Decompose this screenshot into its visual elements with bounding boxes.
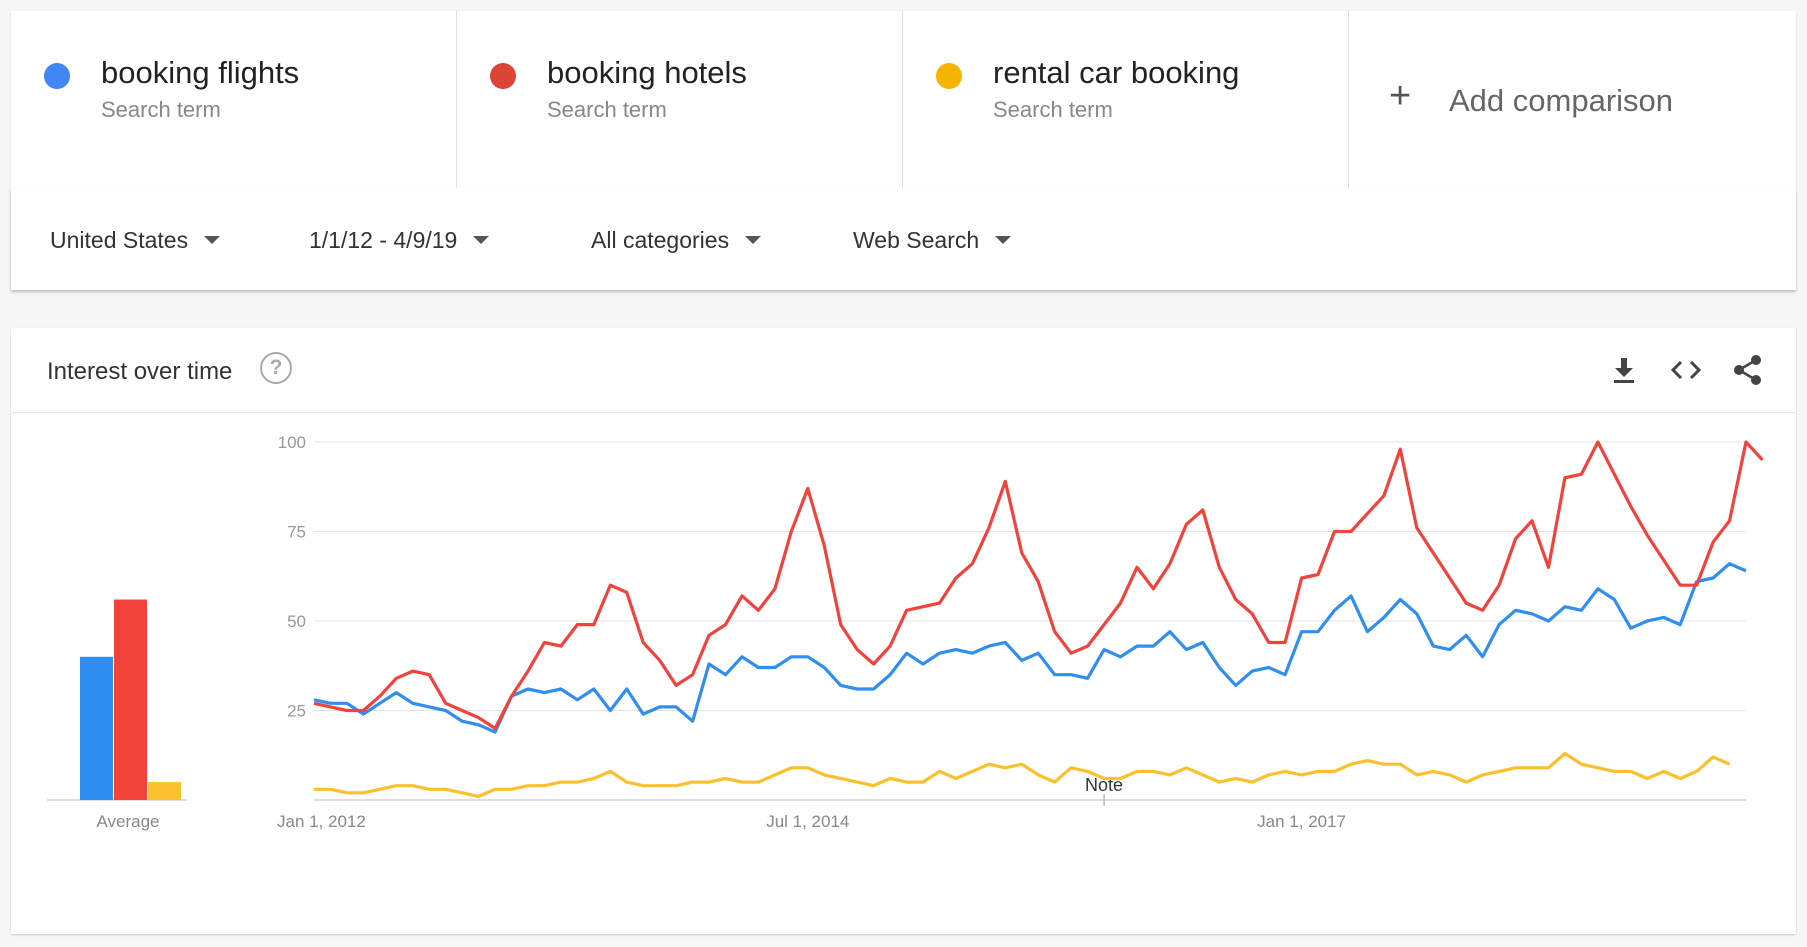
region-value: United States: [50, 226, 189, 253]
series-color-dot: [44, 63, 70, 89]
search-type-value: Web Search: [853, 226, 980, 253]
term-name: booking flights: [101, 55, 300, 90]
download-icon[interactable]: [1604, 350, 1644, 390]
y-tick-label: 50: [287, 612, 306, 631]
x-tick-label: Jan 1, 2017: [1257, 812, 1346, 831]
average-label: Average: [96, 812, 159, 831]
chart-axis-labels: 25 50 75 100 Jan 1, 2012 Jul 1, 2014 Jan 1, 20…: [277, 433, 1346, 831]
filters-bar: United States 1/1/12 - 4/9/19 All catego…: [11, 188, 1796, 290]
y-tick-label: 25: [287, 702, 306, 721]
category-value: All categories: [591, 226, 730, 253]
add-comparison-label: Add comparison: [1449, 83, 1674, 118]
term-type: Search term: [993, 97, 1113, 122]
search-terms-bar: booking flights Search term booking hote…: [11, 11, 1796, 188]
term-type: Search term: [101, 97, 221, 122]
plus-icon: +: [1389, 75, 1412, 117]
series-line-booking-flights: [313, 562, 1747, 734]
caret-down-icon: [473, 236, 490, 244]
average-bar-booking-flights: [80, 656, 113, 800]
average-bar-booking-hotels: [114, 599, 147, 800]
interest-over-time-chart: Average 25 50 75 100 Jan 1, 2012 Jul 1, 2014 J…: [47, 433, 1764, 831]
x-tick-label: Jan 1, 2012: [277, 812, 366, 831]
caret-down-icon: [995, 236, 1012, 244]
embed-code-icon[interactable]: [1666, 350, 1706, 390]
card-title: Interest over time: [47, 358, 233, 385]
question-circle-icon[interactable]: ?: [260, 352, 292, 384]
y-tick-label: 75: [287, 523, 306, 542]
interest-over-time-card: Interest over time ? Average 25 50 75 100 Ja…: [11, 328, 1796, 934]
caret-down-icon: [745, 236, 762, 244]
region-dropdown[interactable]: United States: [50, 224, 221, 256]
series-color-dot: [936, 63, 962, 89]
caret-down-icon: [204, 236, 221, 244]
y-tick-label: 100: [278, 433, 306, 452]
search-type-dropdown[interactable]: Web Search: [853, 224, 1012, 256]
term-booking-flights[interactable]: booking flights Search term: [11, 11, 457, 188]
term-name: booking hotels: [547, 55, 747, 90]
date-range-value: 1/1/12 - 4/9/19: [309, 226, 458, 253]
chart-series-lines: [313, 440, 1764, 798]
term-name: rental car booking: [993, 55, 1240, 90]
x-tick-label: Jul 1, 2014: [766, 812, 849, 831]
average-bar-chart: Average: [47, 599, 187, 831]
share-icon[interactable]: [1728, 350, 1768, 390]
average-bar-rental-car-booking: [148, 782, 181, 800]
series-line-booking-hotels: [313, 440, 1764, 730]
add-comparison-button[interactable]: + Add comparison: [1349, 11, 1796, 188]
term-type: Search term: [547, 97, 667, 122]
series-line-rental-car-booking: [314, 751, 1731, 798]
category-dropdown[interactable]: All categories: [591, 224, 762, 256]
series-color-dot: [490, 63, 516, 89]
term-booking-hotels[interactable]: booking hotels Search term: [457, 11, 903, 188]
card-header: Interest over time ?: [11, 328, 1796, 413]
date-range-dropdown[interactable]: 1/1/12 - 4/9/19: [309, 224, 490, 256]
chart-gridlines: [314, 441, 1746, 801]
term-rental-car-booking[interactable]: rental car booking Search term: [903, 11, 1349, 188]
